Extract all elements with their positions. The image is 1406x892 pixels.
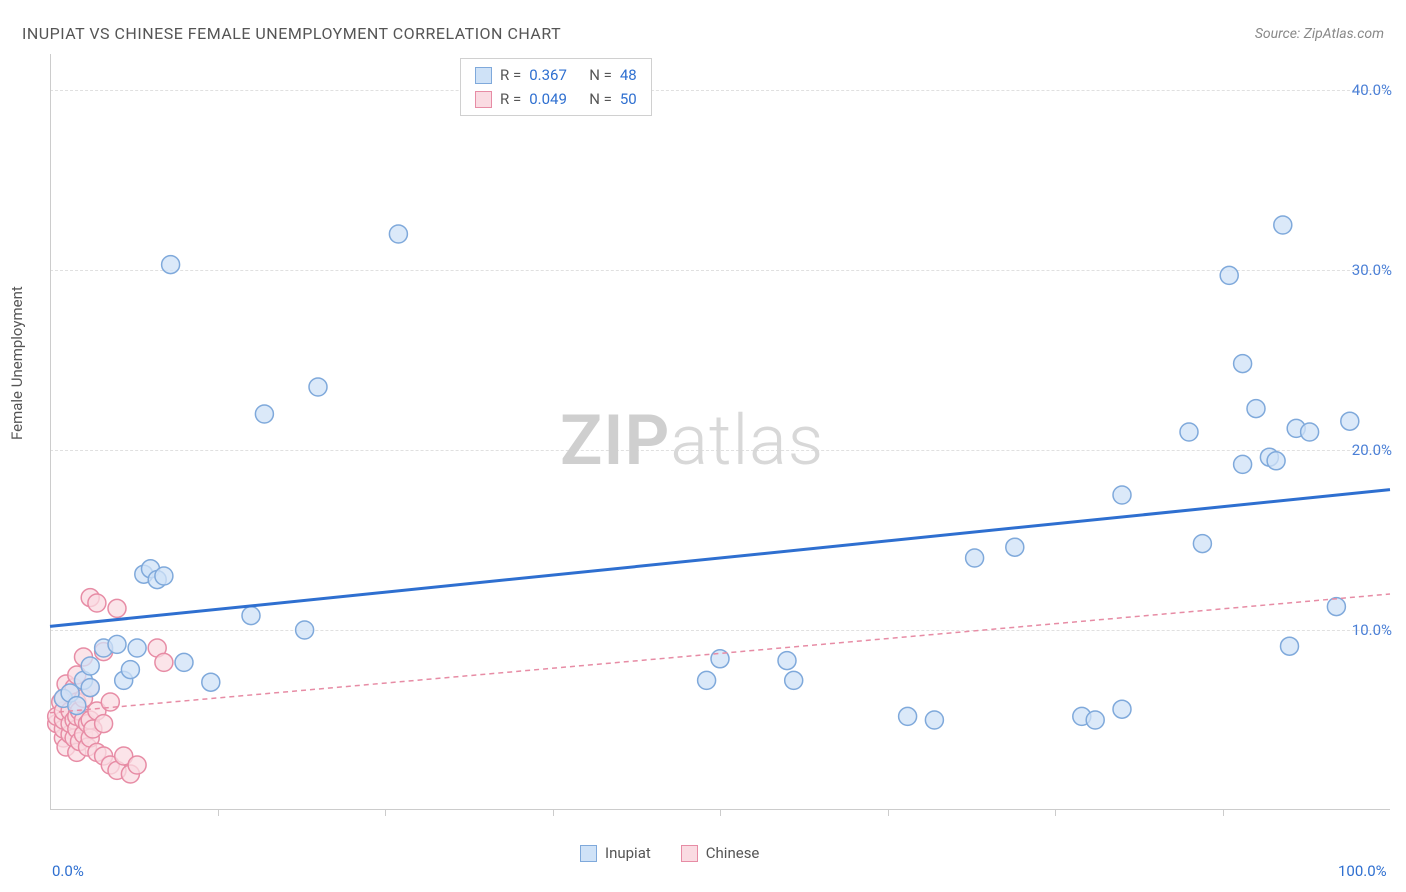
legend-label-inupiat: Inupiat [605,844,651,862]
scatter-point [128,756,146,774]
y-tick-label: 40.0% [1352,81,1392,99]
scatter-point [1247,400,1265,418]
chart-title: INUPIAT VS CHINESE FEMALE UNEMPLOYMENT C… [22,24,561,43]
x-tick [1055,810,1056,816]
scatter-point [296,621,314,639]
legend-label-chinese: Chinese [706,844,760,862]
n-value: 50 [620,90,637,108]
scatter-point [1180,423,1198,441]
scatter-point [255,405,273,423]
scatter-plot-svg [50,54,1390,810]
scatter-point [162,256,180,274]
x-tick-label: 0.0% [52,862,84,880]
scatter-point [1193,535,1211,553]
scatter-point [68,697,86,715]
scatter-point [1234,355,1252,373]
scatter-point [88,594,106,612]
scatter-point [108,635,126,653]
trend-line [50,490,1390,627]
swatch-inupiat [475,67,492,84]
scatter-point [1006,538,1024,556]
r-label: R = [500,66,521,84]
x-tick [888,810,889,816]
scatter-point [1234,455,1252,473]
swatch-chinese [475,91,492,108]
source-attribution: Source: ZipAtlas.com [1255,26,1384,42]
scatter-point [1113,700,1131,718]
r-value: 0.049 [529,90,581,108]
x-tick [553,810,554,816]
y-tick-label: 10.0% [1352,621,1392,639]
scatter-point [81,679,99,697]
x-tick [720,810,721,816]
scatter-point [155,567,173,585]
scatter-point [202,673,220,691]
scatter-point [1301,423,1319,441]
scatter-point [1220,266,1238,284]
scatter-point [389,225,407,243]
scatter-point [95,715,113,733]
scatter-point [1341,412,1359,430]
x-tick-label: 100.0% [1338,862,1387,880]
scatter-point [925,711,943,729]
scatter-point [155,653,173,671]
y-tick-label: 20.0% [1352,441,1392,459]
scatter-point [1267,452,1285,470]
scatter-point [81,657,99,675]
scatter-point [175,653,193,671]
scatter-point [1274,216,1292,234]
x-tick [385,810,386,816]
r-label: R = [500,90,521,108]
x-tick [218,810,219,816]
series-legend: Inupiat Chinese [580,844,759,862]
swatch-inupiat-bottom [580,845,597,862]
n-label: N = [589,90,612,108]
x-tick [1223,810,1224,816]
scatter-point [785,671,803,689]
y-tick-label: 30.0% [1352,261,1392,279]
scatter-point [1281,637,1299,655]
legend-row-inupiat: R = 0.367 N = 48 [461,63,651,87]
scatter-point [1113,486,1131,504]
scatter-point [1327,598,1345,616]
scatter-point [108,599,126,617]
scatter-point [778,652,796,670]
scatter-point [242,607,260,625]
swatch-chinese-bottom [681,845,698,862]
scatter-point [1086,711,1104,729]
scatter-point [121,661,139,679]
r-value: 0.367 [529,66,581,84]
legend-row-chinese: R = 0.049 N = 50 [461,87,651,111]
scatter-point [698,671,716,689]
scatter-point [966,549,984,567]
scatter-point [128,639,146,657]
correlation-legend: R = 0.367 N = 48 R = 0.049 N = 50 [460,58,652,116]
n-value: 48 [620,66,637,84]
scatter-point [309,378,327,396]
n-label: N = [589,66,612,84]
scatter-point [899,707,917,725]
y-axis-label: Female Unemployment [8,286,26,440]
